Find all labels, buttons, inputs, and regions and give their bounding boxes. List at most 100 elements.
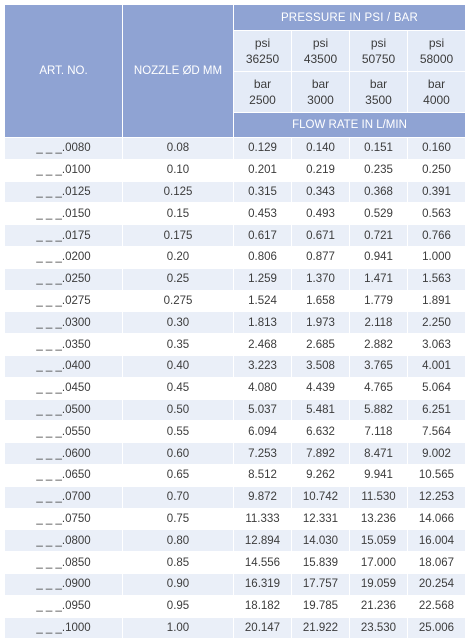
flow-rate-cell: 25.006 [407, 616, 466, 639]
flow-rate-cell: 8.471 [349, 442, 408, 465]
nozzle-diameter-cell: 0.40 [122, 354, 234, 378]
flow-rate-cell: 9.002 [407, 442, 466, 465]
art-no-cell: _ _ _.0600 [4, 442, 123, 465]
flow-rate-cell: 0.129 [233, 137, 292, 160]
flow-rate-cell: 12.894 [233, 529, 292, 553]
flow-rate-cell: 0.806 [233, 245, 292, 269]
header-nozzle-diameter: NOZZLE ØD MM [122, 4, 234, 138]
flow-rate-cell: 0.721 [349, 224, 408, 247]
flow-rate-cell: 0.201 [233, 158, 292, 182]
flow-rate-cell: 2.118 [349, 311, 408, 335]
flow-rate-cell: 8.512 [233, 463, 292, 487]
flow-rate-cell: 1.658 [291, 289, 350, 313]
flow-rate-cell: 6.632 [291, 420, 350, 444]
table-row: _ _ _.0125 0.125 0.315 0.343 0.368 0.391 [4, 180, 466, 204]
flow-rate-cell: 0.315 [233, 180, 292, 204]
flow-rate-cell: 18.182 [233, 594, 292, 618]
art-no-cell: _ _ _.0080 [4, 137, 123, 160]
psi-header-cell: psi 36250 [233, 30, 292, 72]
art-no-cell: _ _ _.0350 [4, 333, 123, 356]
flow-rate-cell: 2.685 [291, 333, 350, 356]
bar-header-cell: bar 3000 [291, 71, 350, 113]
bar-unit: bar [427, 77, 446, 91]
flow-rate-cell: 11.530 [349, 485, 408, 509]
art-no-cell: _ _ _.0300 [4, 311, 123, 335]
flow-rate-cell: 0.617 [233, 224, 292, 247]
art-no-cell: _ _ _.0150 [4, 202, 123, 226]
flow-rate-cell: 2.468 [233, 333, 292, 356]
flow-rate-cell: 14.556 [233, 551, 292, 574]
flow-rate-cell: 2.882 [349, 333, 408, 356]
art-no-cell: _ _ _.0200 [4, 245, 123, 269]
art-no-cell: _ _ _.0500 [4, 398, 123, 422]
header-pressure: PRESSURE IN PSI / BAR [233, 4, 466, 31]
art-no-cell: _ _ _.0100 [4, 158, 123, 182]
flow-rate-cell: 1.973 [291, 311, 350, 335]
flow-rate-cell: 12.331 [291, 507, 350, 531]
nozzle-diameter-cell: 0.125 [122, 180, 234, 204]
flow-rate-cell: 0.671 [291, 224, 350, 247]
flow-rate-cell: 19.785 [291, 594, 350, 618]
table-row: _ _ _.0100 0.10 0.201 0.219 0.235 0.250 [4, 158, 466, 182]
flow-rate-cell: 0.453 [233, 202, 292, 226]
nozzle-diameter-cell: 0.95 [122, 594, 234, 618]
nozzle-diameter-cell: 0.45 [122, 376, 234, 400]
psi-value: 50750 [361, 52, 396, 66]
flow-rate-cell: 0.391 [407, 180, 466, 204]
flow-rate-cell: 9.872 [233, 485, 292, 509]
flow-rate-cell: 0.140 [291, 137, 350, 160]
table-row: _ _ _.0150 0.15 0.453 0.493 0.529 0.563 [4, 202, 466, 226]
flow-rate-cell: 15.839 [291, 551, 350, 574]
flow-rate-cell: 16.004 [407, 529, 466, 553]
flow-rate-cell: 4.765 [349, 376, 408, 400]
flow-rate-table: ART. NO. NOZZLE ØD MM PRESSURE IN PSI / … [4, 4, 466, 639]
art-no-cell: _ _ _.0275 [4, 289, 123, 313]
table-row: _ _ _.0700 0.70 9.872 10.742 11.530 12.253 [4, 485, 466, 509]
flow-rate-cell: 5.882 [349, 398, 408, 422]
bar-unit: bar [369, 77, 388, 91]
flow-rate-cell: 0.235 [349, 158, 408, 182]
nozzle-diameter-cell: 0.85 [122, 551, 234, 574]
nozzle-diameter-cell: 1.00 [122, 616, 234, 639]
flow-rate-cell: 22.568 [407, 594, 466, 618]
flow-rate-cell: 0.219 [291, 158, 350, 182]
flow-rate-cell: 5.064 [407, 376, 466, 400]
flow-rate-cell: 0.493 [291, 202, 350, 226]
nozzle-diameter-cell: 0.80 [122, 529, 234, 553]
flow-rate-cell: 0.343 [291, 180, 350, 204]
art-no-cell: _ _ _.0750 [4, 507, 123, 531]
flow-rate-cell: 14.030 [291, 529, 350, 553]
flow-rate-cell: 20.254 [407, 572, 466, 596]
psi-unit: psi [428, 36, 445, 50]
flow-rate-cell: 11.333 [233, 507, 292, 531]
psi-value: 58000 [419, 52, 454, 66]
table-row: _ _ _.1000 1.00 20.147 21.922 23.530 25.006 [4, 616, 466, 639]
bar-value: 2500 [249, 93, 276, 107]
table-row: _ _ _.0175 0.175 0.617 0.671 0.721 0.766 [4, 224, 466, 247]
flow-rate-cell: 19.059 [349, 572, 408, 596]
flow-rate-cell: 3.223 [233, 354, 292, 378]
flow-rate-cell: 21.236 [349, 594, 408, 618]
art-no-cell: _ _ _.0950 [4, 594, 123, 618]
nozzle-diameter-cell: 0.25 [122, 267, 234, 291]
flow-rate-cell: 3.508 [291, 354, 350, 378]
nozzle-diameter-cell: 0.15 [122, 202, 234, 226]
flow-rate-cell: 6.094 [233, 420, 292, 444]
flow-rate-cell: 14.066 [407, 507, 466, 531]
art-no-cell: _ _ _.0800 [4, 529, 123, 553]
table-row: _ _ _.0650 0.65 8.512 9.262 9.941 10.565 [4, 463, 466, 487]
bar-header-cell: bar 3500 [349, 71, 408, 113]
nozzle-diameter-cell: 0.60 [122, 442, 234, 465]
flow-rate-cell: 15.059 [349, 529, 408, 553]
flow-rate-cell: 0.941 [349, 245, 408, 269]
psi-unit: psi [370, 36, 387, 50]
nozzle-diameter-cell: 0.50 [122, 398, 234, 422]
art-no-cell: _ _ _.0650 [4, 463, 123, 487]
flow-rate-cell: 1.370 [291, 267, 350, 291]
art-no-cell: _ _ _.0400 [4, 354, 123, 378]
flow-rate-cell: 16.319 [233, 572, 292, 596]
flow-rate-cell: 12.253 [407, 485, 466, 509]
nozzle-diameter-cell: 0.175 [122, 224, 234, 247]
flow-rate-cell: 4.439 [291, 376, 350, 400]
nozzle-diameter-cell: 0.10 [122, 158, 234, 182]
